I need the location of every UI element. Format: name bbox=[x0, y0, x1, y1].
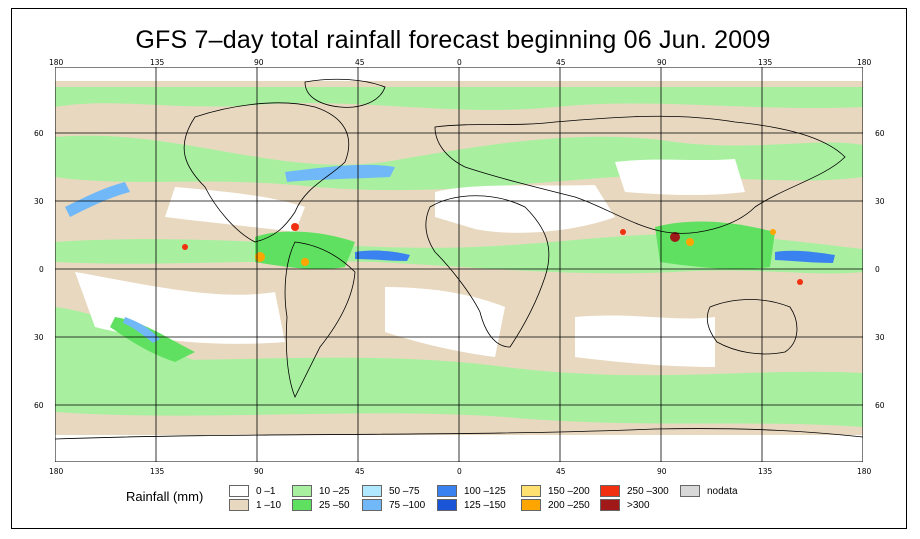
lon-label-bottom: 90 bbox=[657, 467, 667, 476]
lon-label-bottom: 135 bbox=[758, 467, 773, 476]
lat-label-right: 60 bbox=[875, 129, 885, 138]
lon-label-bottom: 135 bbox=[150, 467, 165, 476]
lon-label-bottom: 90 bbox=[254, 467, 264, 476]
lon-label-top: 0 bbox=[457, 58, 462, 67]
lon-label-bottom: 180 bbox=[49, 467, 64, 476]
legend-title: Rainfall (mm) bbox=[126, 489, 204, 504]
lon-label-top: 180 bbox=[49, 58, 64, 67]
legend-label: 25 –50 bbox=[319, 500, 350, 511]
legend-label: 10 –25 bbox=[319, 486, 350, 497]
lon-label-top: 180 bbox=[857, 58, 872, 67]
lat-label-left: 30 bbox=[34, 197, 44, 206]
lon-label-top: 135 bbox=[150, 58, 165, 67]
legend-swatch bbox=[521, 499, 541, 511]
lat-label-right: 30 bbox=[875, 197, 885, 206]
graticule bbox=[55, 67, 863, 462]
legend-swatch bbox=[600, 499, 620, 511]
map-canvas bbox=[55, 67, 863, 462]
lon-label-top: 45 bbox=[556, 58, 566, 67]
legend-label: 75 –100 bbox=[389, 500, 426, 511]
lon-label-bottom: 0 bbox=[457, 467, 462, 476]
lat-label-left: 60 bbox=[34, 129, 44, 138]
legend-swatch bbox=[362, 499, 382, 511]
legend-label: 50 –75 bbox=[389, 486, 420, 497]
legend-swatch bbox=[229, 499, 249, 511]
legend-label: 200 –250 bbox=[548, 500, 590, 511]
legend-swatch bbox=[362, 485, 382, 497]
legend-label: 1 –10 bbox=[256, 500, 282, 511]
legend-swatch bbox=[437, 499, 457, 511]
legend-label: 250 –300 bbox=[627, 486, 669, 497]
legend-label: >300 bbox=[627, 500, 650, 511]
lon-label-top: 45 bbox=[355, 58, 365, 67]
lon-label-top: 90 bbox=[254, 58, 264, 67]
legend-label: 150 –200 bbox=[548, 486, 590, 497]
lat-label-left: 30 bbox=[34, 333, 44, 342]
rainfall-map bbox=[55, 67, 863, 462]
map-title: GFS 7–day total rainfall forecast beginn… bbox=[135, 26, 771, 54]
legend-swatch bbox=[521, 485, 541, 497]
legend-swatch bbox=[680, 485, 700, 497]
lon-label-bottom: 45 bbox=[556, 467, 566, 476]
legend-swatch bbox=[292, 499, 312, 511]
legend-swatch bbox=[600, 485, 620, 497]
lon-label-bottom: 180 bbox=[857, 467, 872, 476]
lat-label-right: 0 bbox=[875, 265, 880, 274]
legend-swatch bbox=[292, 485, 312, 497]
lon-label-top: 90 bbox=[657, 58, 667, 67]
lat-label-right: 60 bbox=[875, 401, 885, 410]
lon-label-top: 135 bbox=[758, 58, 773, 67]
legend-label: 100 –125 bbox=[464, 486, 506, 497]
lat-label-left: 0 bbox=[39, 265, 44, 274]
legend-swatch bbox=[229, 485, 249, 497]
legend-label: 0 –1 bbox=[256, 486, 276, 497]
lon-label-bottom: 45 bbox=[355, 467, 365, 476]
lat-label-right: 30 bbox=[875, 333, 885, 342]
legend-swatch bbox=[437, 485, 457, 497]
lat-label-left: 60 bbox=[34, 401, 44, 410]
legend-label: 125 –150 bbox=[464, 500, 506, 511]
legend-label: nodata bbox=[707, 486, 738, 497]
